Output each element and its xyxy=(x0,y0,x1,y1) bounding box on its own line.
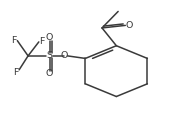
Text: F: F xyxy=(11,36,17,44)
Text: S: S xyxy=(47,51,53,60)
Text: O: O xyxy=(46,69,53,78)
Text: F: F xyxy=(13,68,19,77)
Text: O: O xyxy=(61,51,68,60)
Text: O: O xyxy=(125,21,133,30)
Text: F: F xyxy=(39,37,45,46)
Text: O: O xyxy=(46,33,53,42)
